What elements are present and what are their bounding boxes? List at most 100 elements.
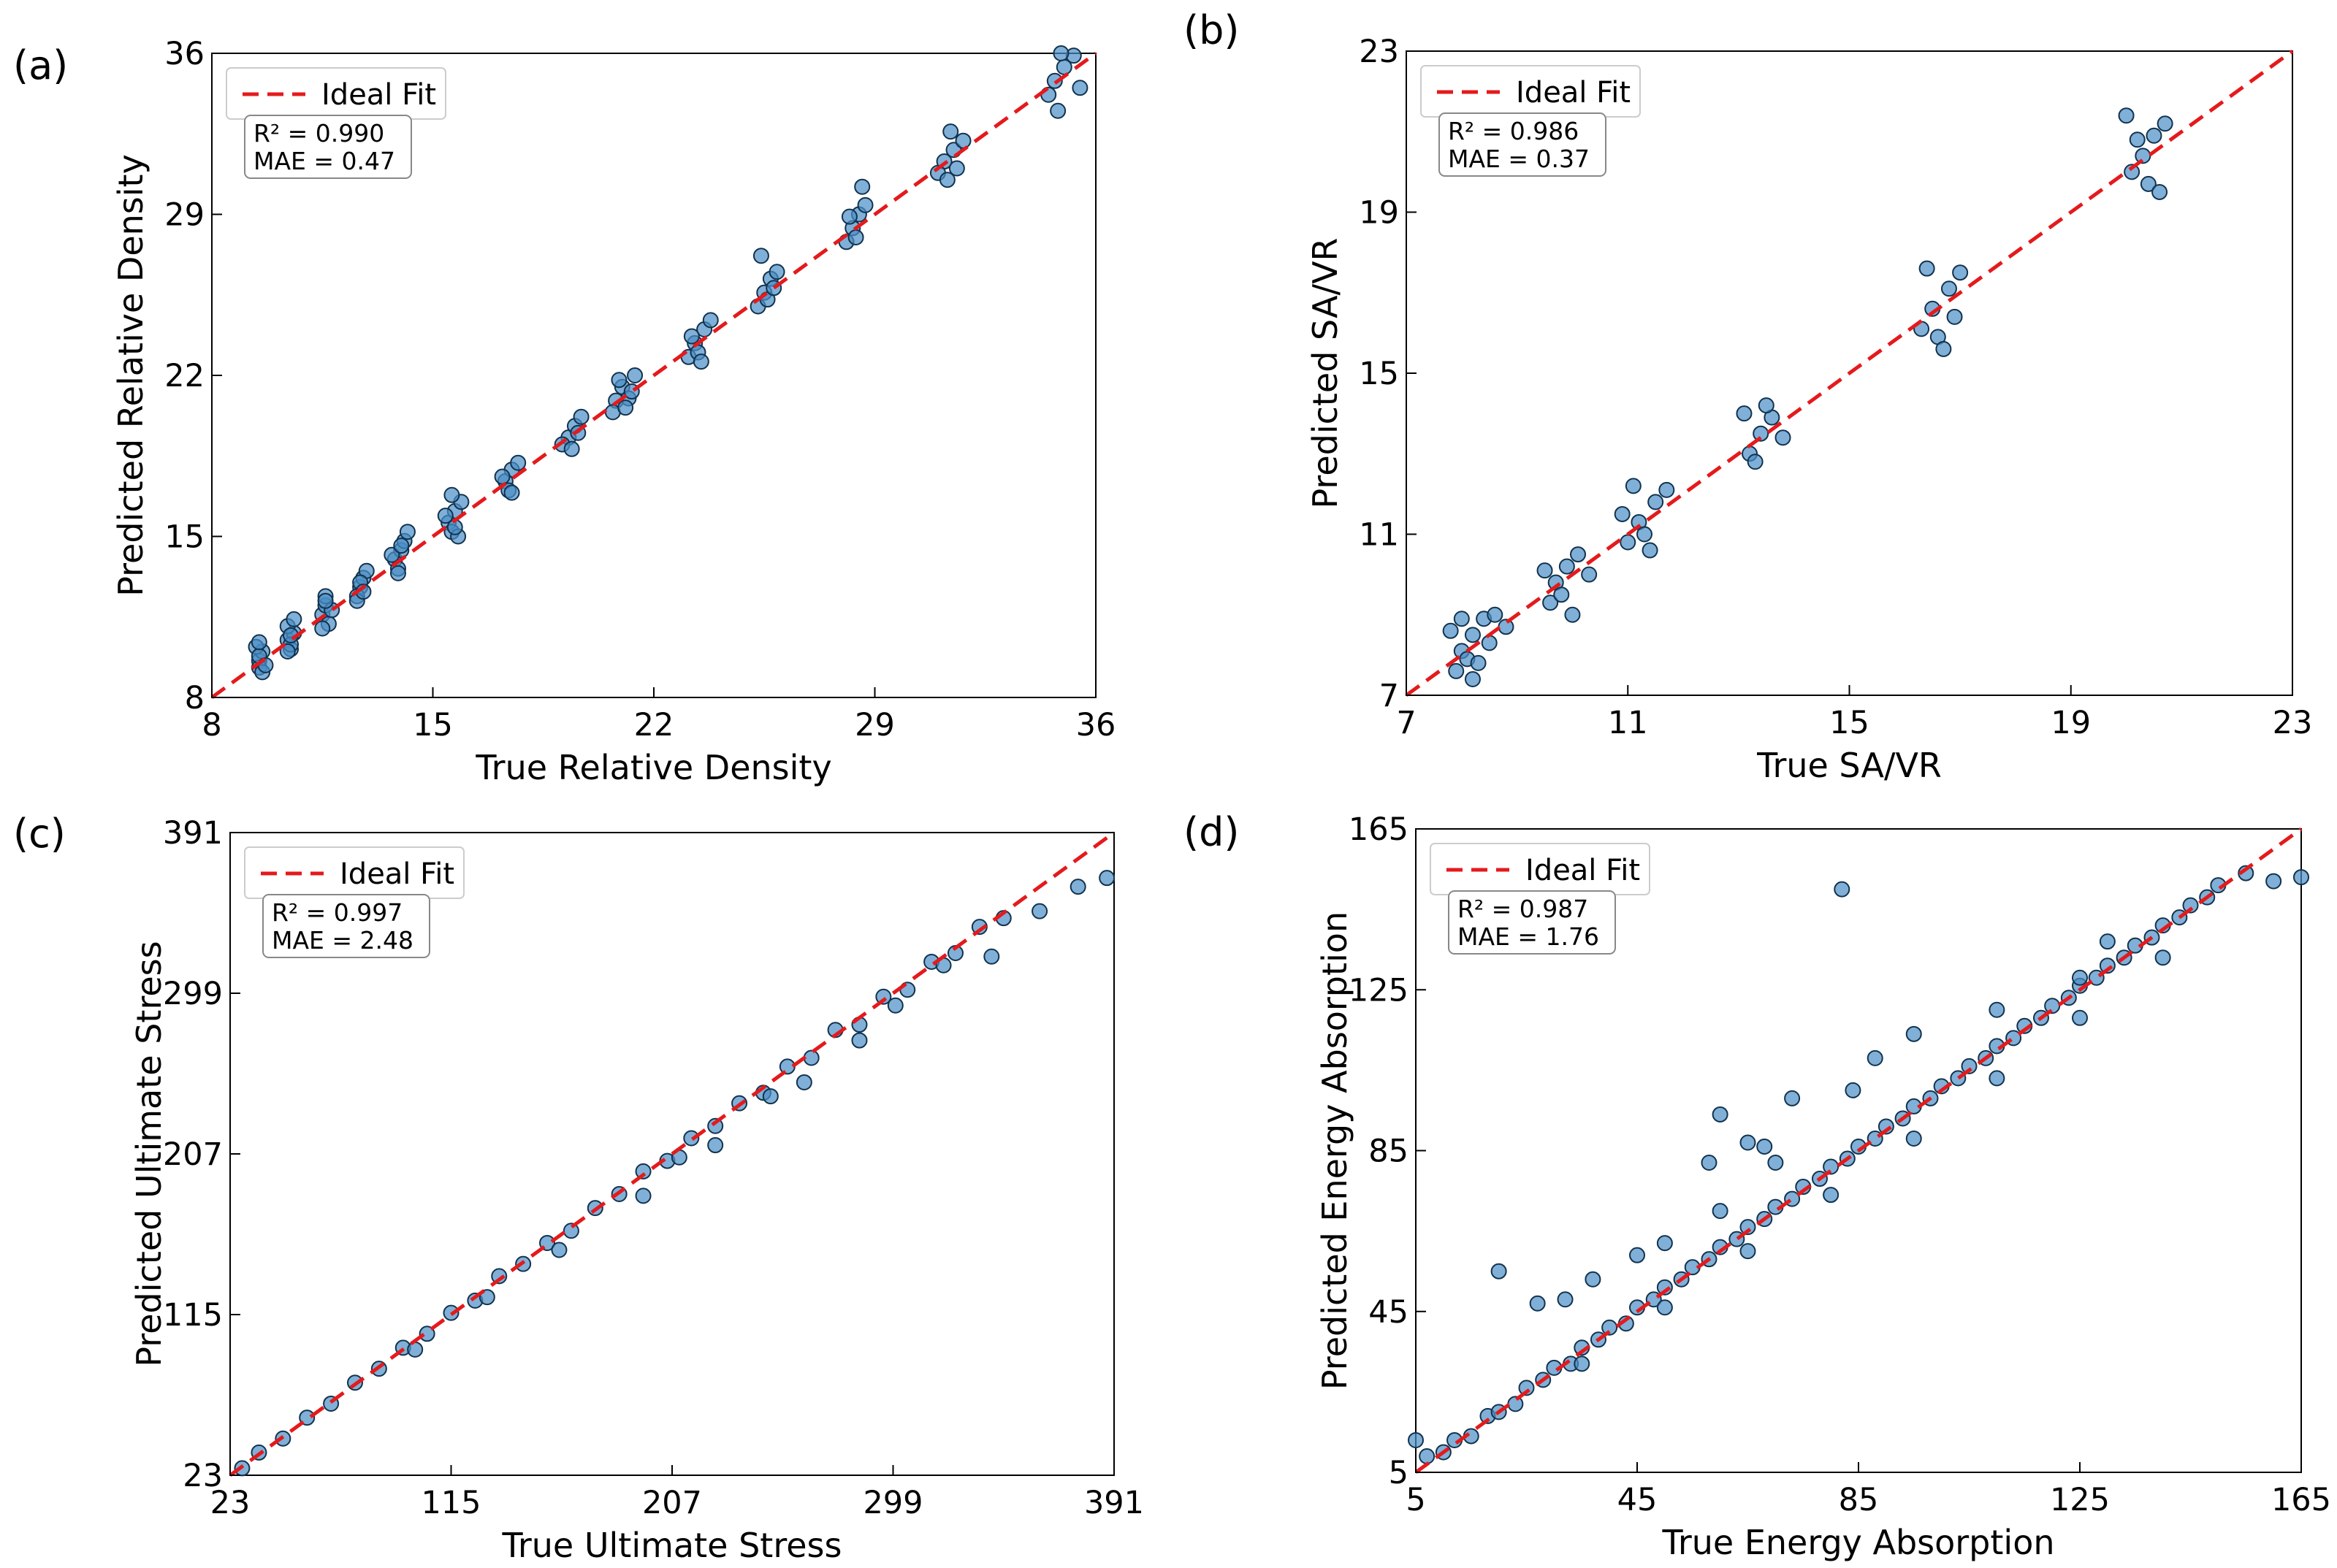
scatter-point <box>693 353 709 370</box>
scatter-point <box>299 1410 316 1426</box>
mae-value: MAE = 0.47 <box>253 147 395 175</box>
y-tick-label: 165 <box>1349 811 1408 848</box>
scatter-point <box>1946 308 1963 325</box>
scatter-point <box>384 546 400 563</box>
scatter-points <box>1442 107 2173 687</box>
scatter-point <box>389 565 406 581</box>
ideal-fit-line <box>1414 827 2303 1475</box>
scatter-point <box>1642 542 1658 559</box>
scatter-point <box>1656 1279 1673 1296</box>
scatter-point <box>1767 1155 1784 1171</box>
scatter-point <box>707 1137 724 1154</box>
scatter-point <box>1636 526 1652 543</box>
scatter-point <box>2293 869 2309 886</box>
scatter-point <box>1918 260 1935 277</box>
scatter-point <box>399 524 416 540</box>
scatter-point <box>2044 998 2061 1014</box>
scatter-point <box>1747 454 1764 470</box>
scatter-point <box>1557 1291 1574 1308</box>
legend: Ideal Fit <box>244 846 465 899</box>
scatter-point <box>1712 1203 1728 1220</box>
scatter-point <box>1574 1355 1590 1372</box>
scatter-point <box>1940 280 1957 297</box>
scatter-point <box>1877 1118 1894 1135</box>
scatter-point <box>611 372 628 389</box>
scatter-point <box>762 1088 779 1105</box>
scatter-point <box>2146 127 2162 144</box>
y-tick-label: 19 <box>1359 195 1399 232</box>
scatter-point <box>1701 1155 1718 1171</box>
r2-value: R² = 0.986 <box>1448 117 1579 145</box>
scatter-point <box>1658 481 1675 498</box>
scatter-point <box>494 468 511 485</box>
ideal-fit-line <box>1405 49 2294 697</box>
scatter-point <box>1542 594 1559 611</box>
x-tick-label: 125 <box>2050 1482 2110 1518</box>
scatter-point <box>551 1242 568 1258</box>
scatter-point <box>983 948 1000 965</box>
scatter-point <box>2072 969 2088 986</box>
scatter-point <box>2265 873 2282 890</box>
y-axis-label: Predicted SA/VR <box>1305 237 1345 508</box>
panel-label: (a) <box>13 42 68 88</box>
y-tick-label: 15 <box>1359 356 1399 392</box>
scatter-point <box>948 160 965 177</box>
scatter-point <box>2118 107 2135 124</box>
scatter-point <box>1656 1235 1673 1252</box>
mae-value: MAE = 0.37 <box>1448 145 1590 173</box>
scatter-points <box>248 45 1089 681</box>
scatter-point <box>803 1049 820 1066</box>
scatter-point <box>1625 478 1642 494</box>
x-tick-label: 165 <box>2271 1482 2331 1518</box>
y-tick-label: 36 <box>164 36 205 72</box>
scatter-point <box>1072 80 1089 96</box>
scatter-point <box>573 408 590 425</box>
scatter-point <box>1046 72 1063 89</box>
scatter-point <box>857 196 874 213</box>
scatter-point <box>491 1268 508 1285</box>
scatter-point <box>443 486 460 503</box>
y-tick-label: 125 <box>1349 972 1408 1009</box>
legend-label: Ideal Fit <box>1525 854 1640 887</box>
legend: Ideal Fit <box>226 67 446 120</box>
scatter-point <box>627 367 644 383</box>
scatter-point <box>1498 619 1514 635</box>
scatter-point <box>2072 1009 2088 1026</box>
scatter-point <box>854 178 871 195</box>
scatter-point <box>1739 1134 1756 1151</box>
scatter-point <box>875 988 892 1005</box>
scatter-point <box>1481 635 1498 651</box>
y-tick-label: 15 <box>164 519 205 556</box>
x-tick-label: 5 <box>1406 1482 1425 1518</box>
scatter-point <box>887 997 904 1014</box>
scatter-point <box>2154 949 2171 966</box>
scatter-point <box>2129 131 2146 148</box>
mae-value: MAE = 2.48 <box>272 926 413 955</box>
scatter-point <box>1834 881 1850 898</box>
legend-label: Ideal Fit <box>340 857 454 891</box>
scatter-point <box>1601 1319 1618 1336</box>
scatter-point <box>1585 1271 1601 1288</box>
scatter-point <box>1442 622 1459 639</box>
scatter-point <box>707 1117 724 1134</box>
scatter-point <box>1647 494 1664 510</box>
scatter-point <box>1935 340 1952 357</box>
scatter-point <box>752 248 769 264</box>
scatter-point <box>279 643 296 659</box>
y-tick-label: 299 <box>163 976 223 1012</box>
legend-label: Ideal Fit <box>1516 76 1631 110</box>
scatter-point <box>1050 102 1067 119</box>
panel-label: (b) <box>1183 7 1239 53</box>
scatter-point <box>317 592 334 609</box>
scatter-point <box>1905 1130 1922 1147</box>
scatter-point <box>1507 1396 1524 1412</box>
panel-label: (c) <box>13 811 66 857</box>
y-tick-label: 7 <box>1379 678 1399 714</box>
scatter-point <box>942 123 959 140</box>
scatter-point <box>251 634 267 651</box>
x-tick-label: 45 <box>1617 1482 1658 1518</box>
